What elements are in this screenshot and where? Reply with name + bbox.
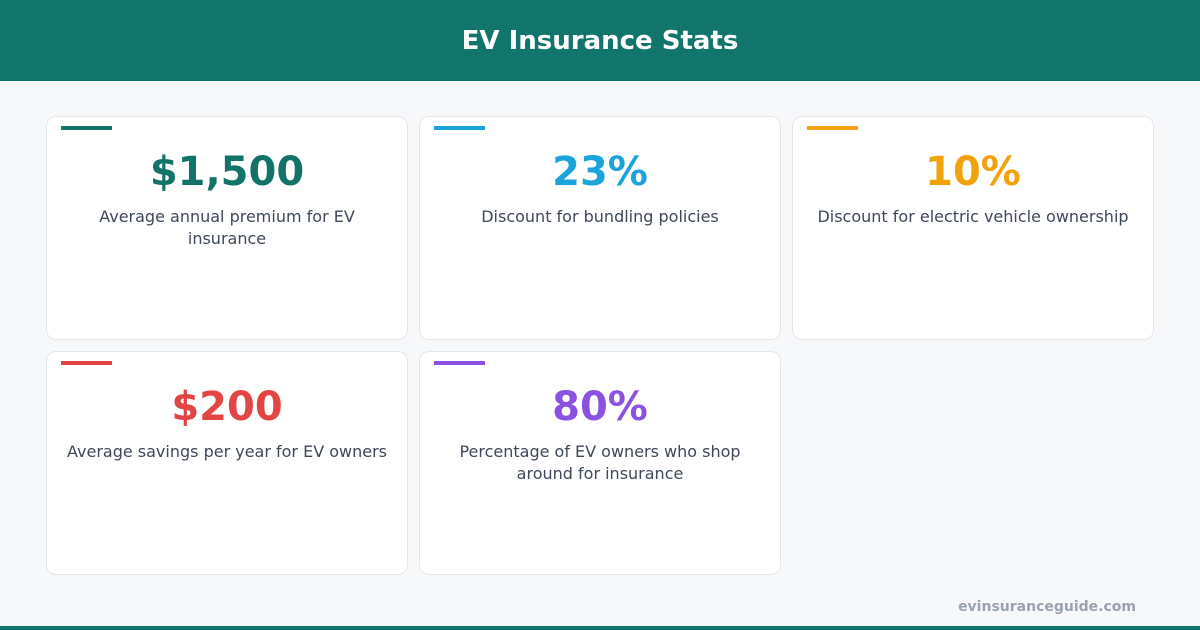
stat-description: Average savings per year for EV owners: [67, 442, 388, 461]
site-url: evinsuranceguide.com: [958, 599, 1136, 615]
accent-bar: [61, 361, 112, 365]
stat-value: 23%: [552, 149, 648, 195]
stat-card: 23% Discount for bundling policies: [419, 116, 781, 340]
stat-card: $1,500 Average annual premium for EV insu…: [46, 116, 408, 340]
stat-value: 10%: [925, 149, 1021, 195]
stat-description: Average annual premium for EV insurance: [99, 207, 355, 248]
accent-bar: [61, 126, 112, 130]
accent-bar: [434, 361, 485, 365]
title: EV Insurance Stats: [461, 25, 739, 56]
stat-value: 80%: [552, 384, 648, 430]
stat-card: 10% Discount for electric vehicle ownersh…: [792, 116, 1154, 340]
stat-card: 80% Percentage of EV owners who shop arou…: [419, 351, 781, 575]
accent-bar: [434, 126, 485, 130]
stat-value: $1,500: [149, 149, 305, 195]
stat-description: Percentage of EV owners who shop around …: [459, 442, 741, 483]
accent-bar: [807, 126, 858, 130]
stat-value: $200: [171, 384, 283, 430]
stat-card: $200 Average savings per year for EV owne…: [46, 351, 408, 575]
bottom-border: [0, 626, 1200, 630]
stat-description: Discount for bundling policies: [481, 207, 719, 226]
stat-description: Discount for electric vehicle ownership: [817, 207, 1129, 226]
header: EV Insurance Stats: [0, 0, 1200, 81]
